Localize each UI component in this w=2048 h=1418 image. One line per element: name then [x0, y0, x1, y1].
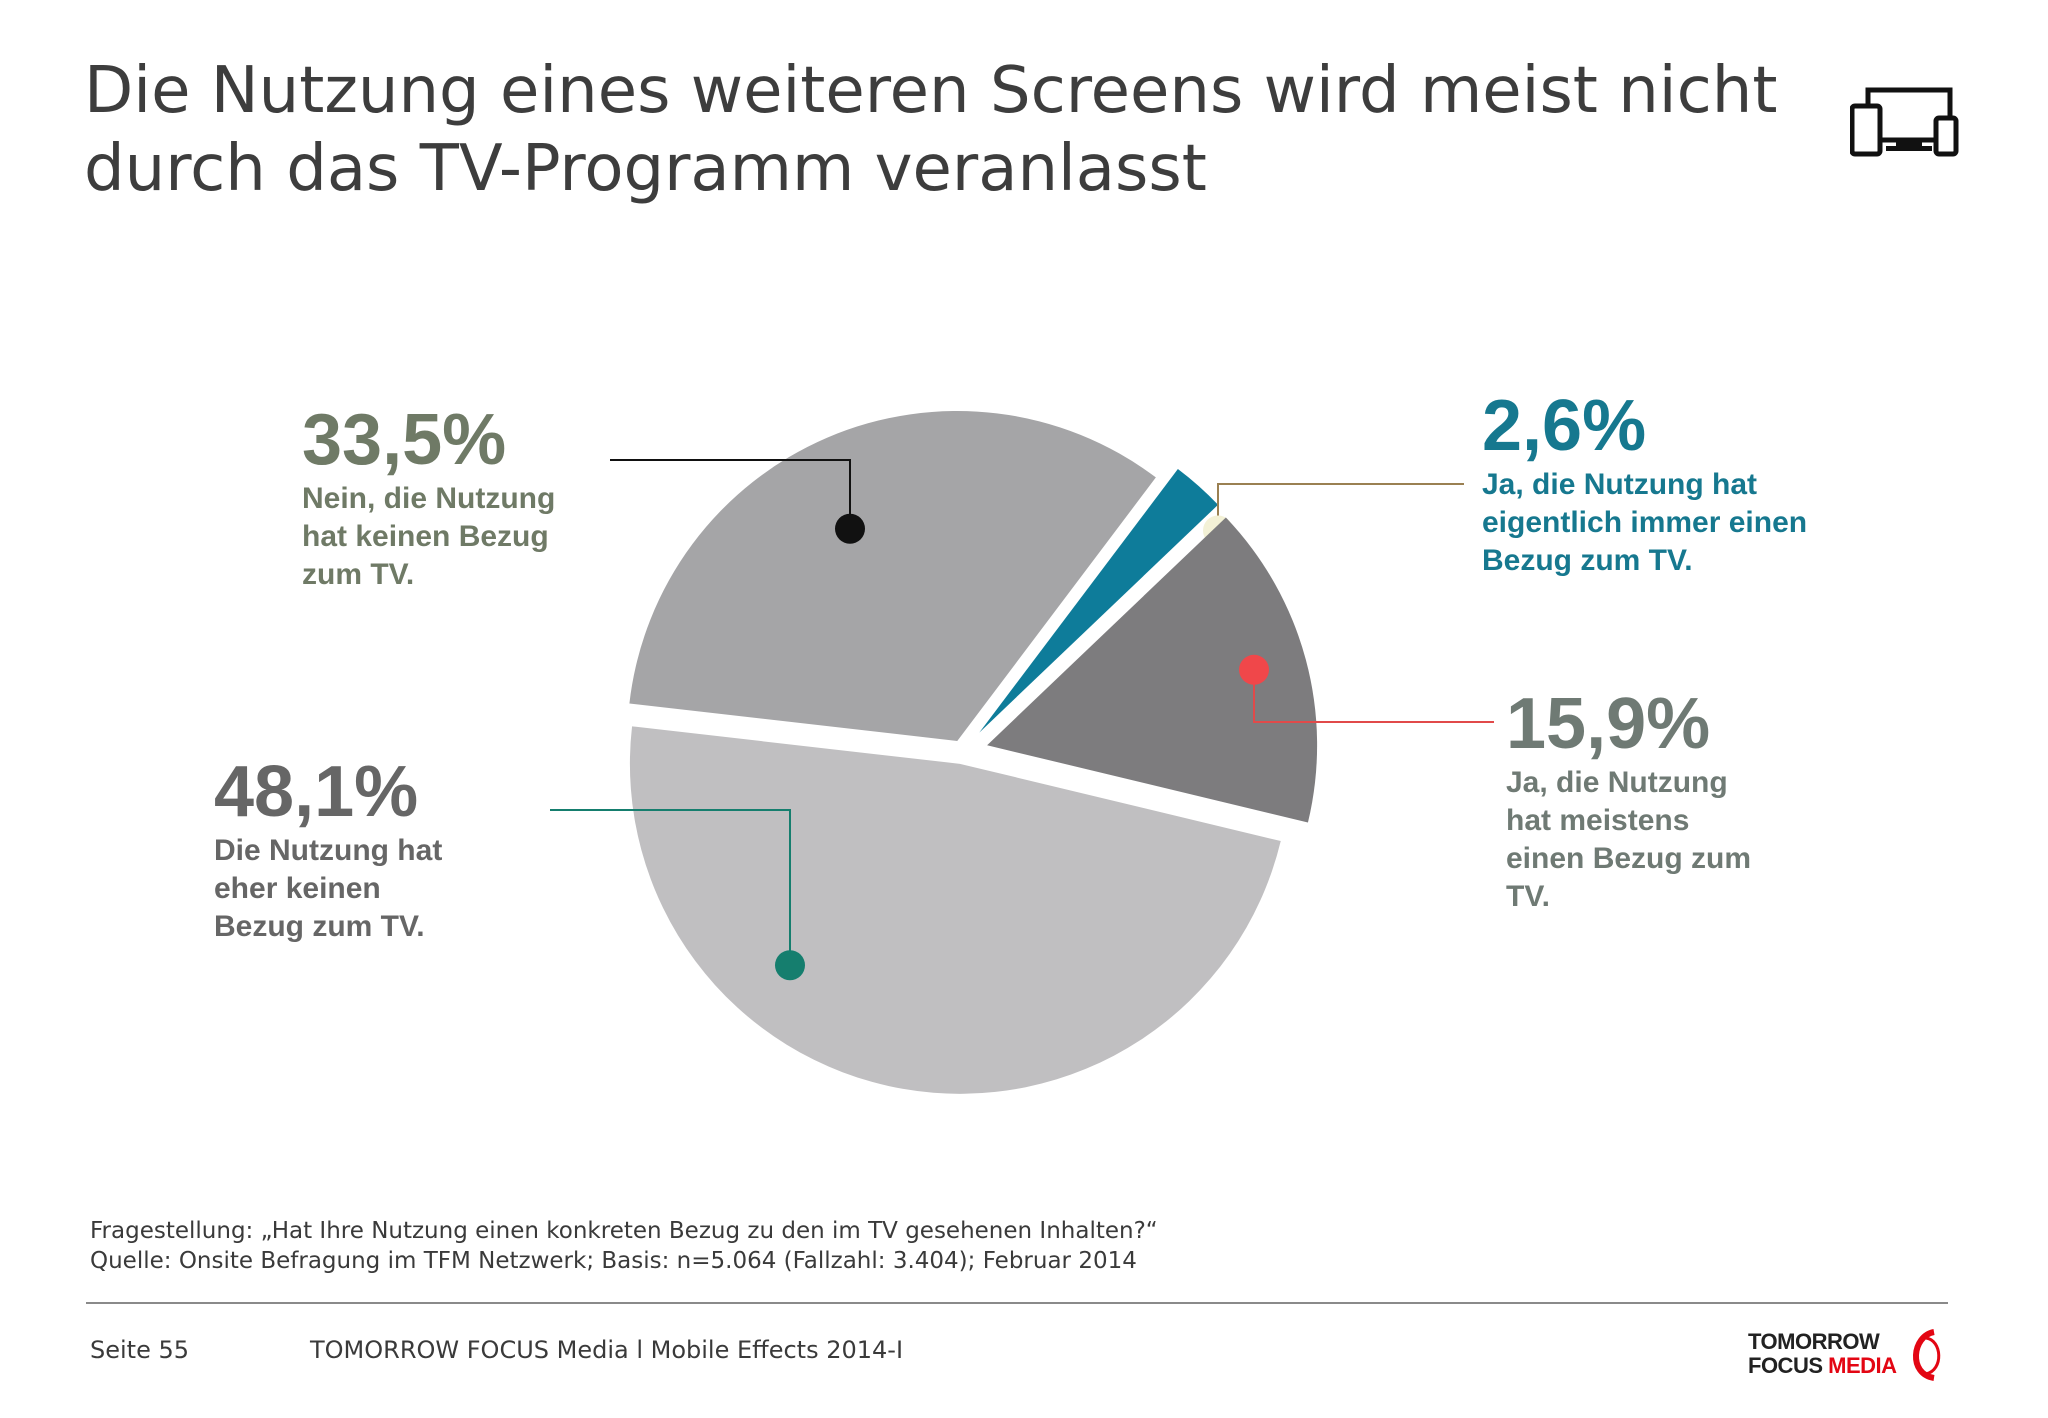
pie-slice-1	[979, 469, 1219, 733]
footer-note: Fragestellung: „Hat Ihre Nutzung einen k…	[90, 1216, 1790, 1276]
leader-line-1	[1217, 483, 1464, 531]
leader-line-2	[1253, 669, 1494, 723]
slice-marker-4	[835, 513, 865, 544]
page-title: Die Nutzung eines weiteren Screens wird …	[84, 54, 1778, 206]
label-slice-3: 48,1% Die Nutzung hat eher keinen Bezug …	[214, 752, 442, 946]
label-slice-2: 15,9% Ja, die Nutzung hat meistens einen…	[1506, 684, 1751, 916]
source-text: Quelle: Onsite Befragung im TFM Netzwerk…	[90, 1248, 1137, 1274]
logo-line-1: TOMORROW	[1748, 1329, 1880, 1354]
slice-2-percent: 15,9%	[1506, 684, 1711, 764]
question-text: Fragestellung: „Hat Ihre Nutzung einen k…	[90, 1218, 1158, 1244]
logo-line-2: FOCUS MEDIA	[1748, 1353, 1897, 1378]
leader-line-3	[550, 809, 791, 966]
pie-slice-2	[987, 517, 1318, 823]
pie-slice-3	[629, 726, 1281, 1094]
pie-slice-4	[629, 410, 1156, 741]
slice-marker-2	[1239, 654, 1269, 685]
page-number: Seite 55	[90, 1336, 190, 1364]
slice-4-percent: 33,5%	[302, 400, 507, 480]
footer-publication: TOMORROW FOCUS Media l Mobile Effects 20…	[310, 1336, 904, 1364]
leader-line-4	[610, 459, 851, 529]
logo-swoosh-icon	[1913, 1329, 1941, 1381]
slice-2-description: Ja, die Nutzung hat meistens einen Bezug…	[1506, 766, 1752, 913]
slice-3-percent: 48,1%	[214, 752, 419, 832]
label-slice-1: 2,6% Ja, die Nutzung hat eigentlich imme…	[1482, 386, 1807, 580]
slice-1-description: Ja, die Nutzung hat eigentlich immer ein…	[1482, 468, 1808, 577]
slice-3-description: Die Nutzung hat eher keinen Bezug zum TV…	[214, 834, 443, 943]
footer-divider	[86, 1302, 1948, 1304]
slice-1-percent: 2,6%	[1482, 386, 1647, 466]
slice-marker-3	[775, 950, 805, 981]
slice-4-description: Nein, die Nutzung hat keinen Bezug zum T…	[302, 482, 556, 591]
company-logo: TOMORROW FOCUS MEDIA	[1748, 1326, 1958, 1386]
devices-icon	[1850, 87, 1959, 157]
label-slice-4: 33,5% Nein, die Nutzung hat keinen Bezug…	[302, 400, 555, 594]
